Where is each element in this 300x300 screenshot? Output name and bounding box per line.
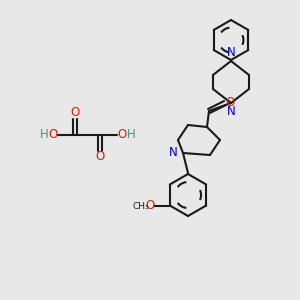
Text: O: O [48,128,58,142]
Text: N: N [226,105,236,118]
Text: H: H [127,128,135,142]
Text: N: N [169,146,178,160]
Text: N: N [226,46,236,59]
Text: O: O [145,199,154,212]
Text: O: O [117,128,127,142]
Text: O: O [70,106,80,119]
Text: H: H [40,128,48,142]
Text: O: O [95,151,105,164]
Text: O: O [225,97,235,110]
Text: CH₃: CH₃ [133,202,149,211]
